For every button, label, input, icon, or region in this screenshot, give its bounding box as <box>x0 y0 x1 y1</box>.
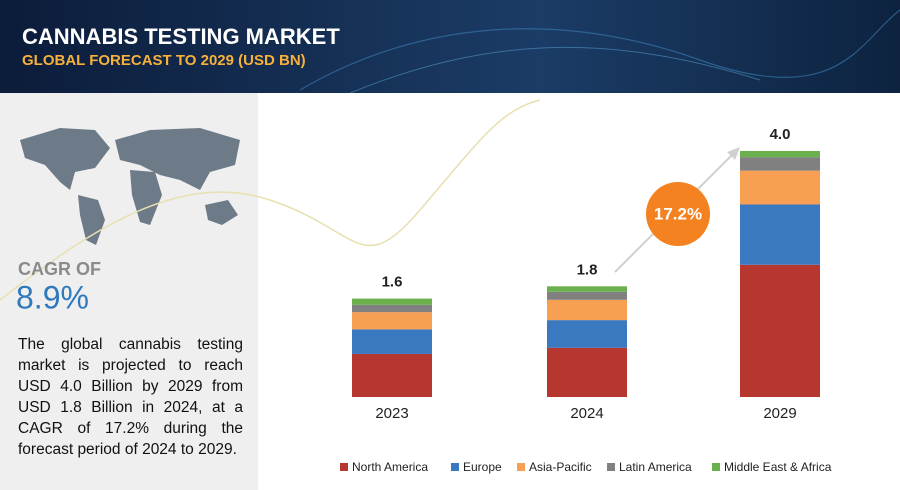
bar-segment <box>547 291 627 300</box>
bar-segment <box>547 286 627 292</box>
bar-segment <box>352 304 432 313</box>
bar-segment <box>352 353 432 397</box>
header-bg <box>0 0 900 93</box>
legend-swatch <box>607 463 615 471</box>
legend-label: North America <box>352 460 428 474</box>
decor <box>299 9 900 91</box>
total-label: 4.0 <box>770 126 791 143</box>
subtitle: GLOBAL FORECAST TO 2029 (USD BN) <box>22 52 306 69</box>
legend-swatch <box>451 463 459 471</box>
legend-label: Europe <box>463 460 502 474</box>
legend-swatch <box>712 463 720 471</box>
legend-label: Latin America <box>619 460 692 474</box>
bar-segment <box>352 298 432 305</box>
cagr-bubble-label: 17.2% <box>654 204 702 223</box>
bar-segment <box>740 264 820 397</box>
bar-segment <box>740 170 820 205</box>
total-label: 1.6 <box>382 274 403 291</box>
legend-swatch <box>517 463 525 471</box>
bar-segment <box>740 151 820 158</box>
bar-segment <box>740 157 820 171</box>
bar-segment <box>352 329 432 354</box>
bar-segment <box>352 312 432 330</box>
bar-segment <box>547 347 627 397</box>
cagr-value: 8.9% <box>16 279 89 315</box>
arrow-head <box>727 147 740 160</box>
x-tick-label: 2023 <box>375 405 408 422</box>
bar-segment <box>740 204 820 265</box>
x-tick-label: 2024 <box>570 405 603 422</box>
cagr-bubble <box>646 182 710 246</box>
legend-swatch <box>340 463 348 471</box>
bar-segment <box>547 299 627 321</box>
title: CANNABIS TESTING MARKET <box>22 24 340 49</box>
decor <box>0 99 541 301</box>
total-label: 1.8 <box>577 261 598 278</box>
description: The global cannabis testing market is pr… <box>18 336 243 458</box>
x-tick-label: 2029 <box>763 405 796 422</box>
decor <box>349 46 761 94</box>
bar-segment <box>547 320 627 348</box>
cagr-label: CAGR OF <box>18 259 101 279</box>
legend-label: Middle East & Africa <box>724 460 832 474</box>
legend-label: Asia-Pacific <box>529 460 592 474</box>
